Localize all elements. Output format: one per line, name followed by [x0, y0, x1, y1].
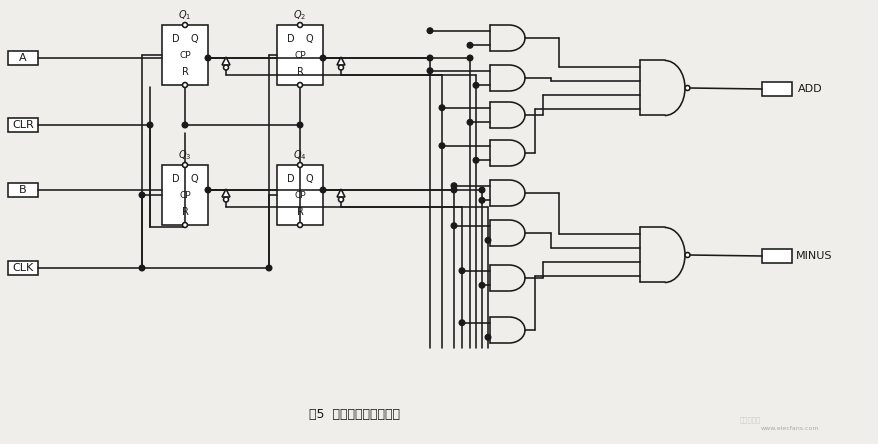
Polygon shape — [222, 189, 230, 197]
Text: CP: CP — [179, 51, 191, 59]
Circle shape — [266, 265, 271, 271]
Text: D: D — [287, 174, 294, 184]
Text: CLK: CLK — [12, 263, 33, 273]
Circle shape — [439, 143, 444, 149]
Text: 电子发烧网: 电子发烧网 — [738, 417, 759, 423]
Circle shape — [139, 192, 145, 198]
Circle shape — [183, 23, 187, 28]
Circle shape — [684, 253, 689, 258]
Text: Q: Q — [190, 174, 198, 184]
Circle shape — [472, 83, 479, 88]
Text: CP: CP — [294, 190, 306, 199]
Text: D: D — [287, 34, 294, 44]
Text: MINUS: MINUS — [795, 251, 831, 261]
Polygon shape — [336, 189, 344, 197]
Circle shape — [183, 83, 187, 87]
Bar — [162, 165, 208, 225]
Circle shape — [338, 65, 343, 70]
Circle shape — [320, 187, 326, 193]
Circle shape — [427, 28, 432, 33]
Bar — [761, 249, 791, 263]
Circle shape — [183, 222, 187, 227]
Bar — [8, 183, 38, 197]
Circle shape — [297, 23, 302, 28]
Circle shape — [223, 65, 228, 70]
Text: Q: Q — [305, 174, 313, 184]
Text: D: D — [172, 34, 180, 44]
Circle shape — [183, 163, 187, 167]
Text: R: R — [182, 67, 188, 77]
Circle shape — [467, 43, 472, 48]
Text: $Q_3$: $Q_3$ — [178, 148, 191, 162]
Circle shape — [297, 83, 302, 87]
Circle shape — [485, 238, 490, 243]
Circle shape — [439, 105, 444, 111]
Circle shape — [205, 187, 211, 193]
Text: $Q_4$: $Q_4$ — [293, 148, 306, 162]
Bar — [8, 51, 38, 65]
Circle shape — [472, 158, 479, 163]
Text: CLR: CLR — [12, 120, 34, 130]
Circle shape — [467, 55, 472, 61]
Circle shape — [182, 122, 188, 128]
Circle shape — [684, 86, 689, 91]
Text: ADD: ADD — [796, 84, 822, 94]
Circle shape — [427, 68, 432, 74]
Circle shape — [458, 268, 464, 274]
Text: D: D — [172, 174, 180, 184]
Text: CP: CP — [294, 51, 306, 59]
Text: R: R — [296, 67, 303, 77]
Circle shape — [338, 197, 343, 202]
Polygon shape — [336, 57, 344, 65]
Circle shape — [297, 163, 302, 167]
Circle shape — [479, 187, 485, 193]
Circle shape — [205, 55, 211, 61]
Text: 图5  四细分与辨向电路图: 图5 四细分与辨向电路图 — [309, 408, 400, 421]
Bar — [761, 82, 791, 96]
Text: R: R — [296, 207, 303, 217]
Text: Q: Q — [190, 34, 198, 44]
Text: $Q_1$: $Q_1$ — [178, 8, 191, 22]
Circle shape — [479, 282, 485, 288]
Bar — [8, 118, 38, 132]
Circle shape — [139, 265, 145, 271]
Bar — [162, 25, 208, 85]
Text: R: R — [182, 207, 188, 217]
Circle shape — [450, 183, 457, 189]
Circle shape — [147, 122, 153, 128]
Circle shape — [485, 334, 490, 340]
Polygon shape — [222, 57, 230, 65]
Text: A: A — [19, 53, 27, 63]
Circle shape — [223, 197, 228, 202]
Circle shape — [458, 320, 464, 325]
Circle shape — [427, 55, 432, 61]
Circle shape — [450, 187, 457, 193]
Circle shape — [467, 119, 472, 125]
Circle shape — [297, 222, 302, 227]
Circle shape — [297, 122, 302, 128]
Circle shape — [320, 55, 326, 61]
Text: www.elecfans.com: www.elecfans.com — [759, 425, 818, 431]
Bar — [8, 261, 38, 275]
Text: CP: CP — [179, 190, 191, 199]
Circle shape — [450, 223, 457, 229]
Text: Q: Q — [305, 34, 313, 44]
Circle shape — [479, 198, 485, 203]
Bar — [277, 25, 322, 85]
Bar — [277, 165, 322, 225]
Text: $Q_2$: $Q_2$ — [293, 8, 306, 22]
Text: B: B — [19, 185, 27, 195]
